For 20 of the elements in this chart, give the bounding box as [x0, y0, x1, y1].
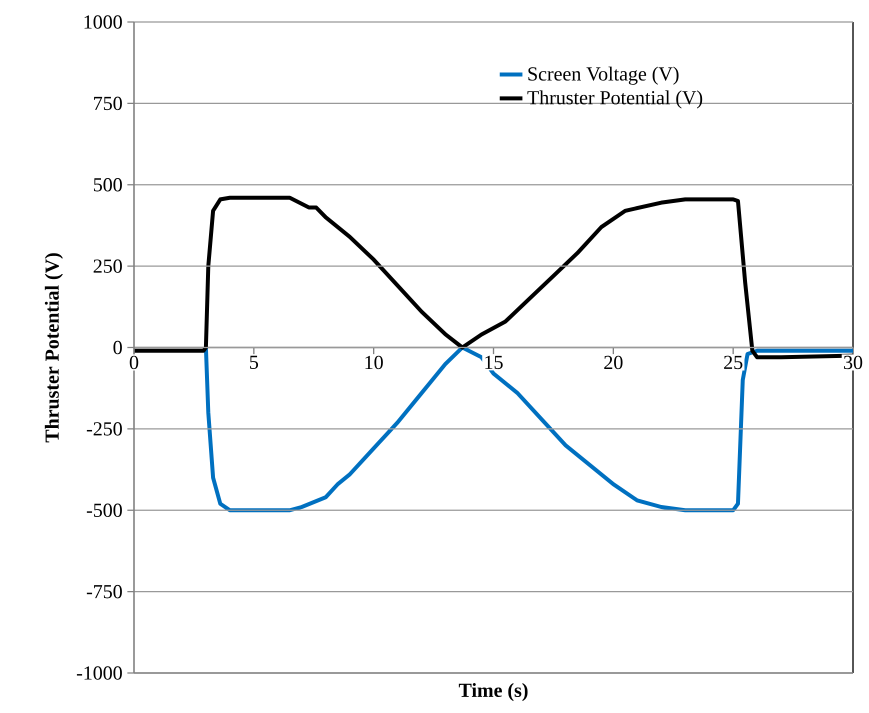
x-tick-label: 0	[130, 356, 138, 370]
y-tick-label: -500	[86, 504, 122, 517]
y-tick-label: 1000	[84, 15, 122, 29]
y-tick-label: -250	[86, 422, 122, 436]
y-tick-label: -750	[86, 584, 122, 598]
y-tick-label: 750	[94, 96, 122, 110]
x-tick-label: 25	[724, 356, 742, 370]
legend-label: Thruster Potential (V)	[527, 90, 702, 108]
x-tick-label: 15	[485, 356, 503, 370]
x-tick-label: 10	[365, 356, 383, 370]
y-axis-title: Thruster Potential (V)	[44, 253, 63, 442]
y-tick-label: 0	[113, 340, 122, 354]
y-tick-label: 250	[94, 259, 122, 273]
x-tick-label: 30	[844, 356, 862, 370]
x-axis-title: Time (s)	[458, 683, 528, 702]
legend-label: Screen Voltage (V)	[528, 66, 679, 85]
y-tick-label: 500	[94, 178, 122, 192]
x-tick-label: 20	[604, 356, 623, 370]
y-tick-label: -1000	[76, 666, 122, 680]
x-tick-label: 5	[250, 356, 258, 369]
